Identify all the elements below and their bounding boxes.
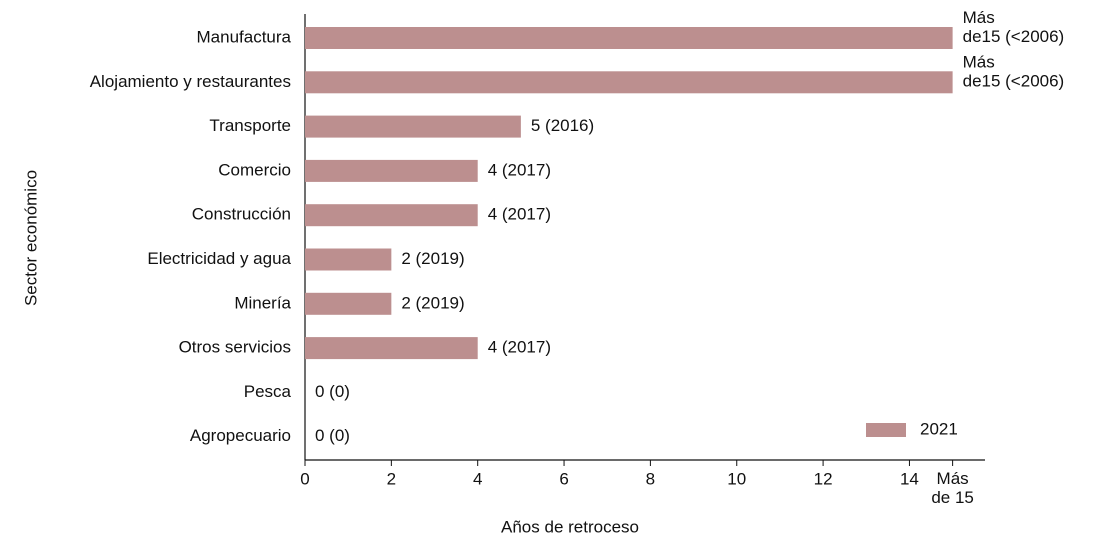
value-label: Más de15 (<2006)	[963, 8, 1065, 46]
legend-label: 2021	[920, 419, 958, 438]
x-tick-label: 10	[727, 469, 746, 488]
bar	[305, 71, 953, 94]
value-label: 4 (2017)	[488, 160, 551, 179]
bar	[305, 204, 478, 227]
y-axis-label: Sector económico	[21, 170, 40, 306]
y-tick-label: Pesca	[244, 382, 292, 401]
y-tick-label: Alojamiento y restaurantes	[90, 72, 291, 91]
legend-swatch	[866, 423, 906, 437]
x-axis-label: Años de retroceso	[501, 517, 639, 536]
y-tick-label: Electricidad y agua	[147, 249, 291, 268]
x-tick-label: 0	[300, 469, 309, 488]
bar	[305, 115, 521, 138]
y-tick-label: Otros servicios	[179, 338, 291, 357]
y-tick-label: Minería	[234, 293, 291, 312]
y-tick-label: Transporte	[209, 116, 291, 135]
x-tick-label: Más de 15	[931, 469, 974, 507]
value-label: 0 (0)	[315, 426, 350, 445]
bar	[305, 27, 953, 49]
bar	[305, 292, 392, 315]
y-tick-label: Manufactura	[197, 27, 292, 46]
x-tick-label: 8	[646, 469, 655, 488]
value-label: 4 (2017)	[488, 205, 551, 224]
value-label: Más de15 (<2006)	[963, 53, 1065, 91]
x-tick-label: 2	[387, 469, 396, 488]
value-label: 0 (0)	[315, 382, 350, 401]
bar	[305, 159, 478, 182]
y-tick-label: Agropecuario	[190, 426, 291, 445]
bar	[305, 248, 392, 271]
x-tick-label: 4	[473, 469, 482, 488]
x-tick-label: 6	[559, 469, 568, 488]
x-tick-label: 12	[814, 469, 833, 488]
value-label: 5 (2016)	[531, 116, 594, 135]
value-label: 4 (2017)	[488, 338, 551, 357]
y-tick-label: Construcción	[192, 205, 291, 224]
value-label: 2 (2019)	[401, 293, 464, 312]
x-tick-label: 14	[900, 469, 919, 488]
value-label: 2 (2019)	[401, 249, 464, 268]
bar	[305, 337, 478, 360]
y-tick-label: Comercio	[218, 160, 291, 179]
